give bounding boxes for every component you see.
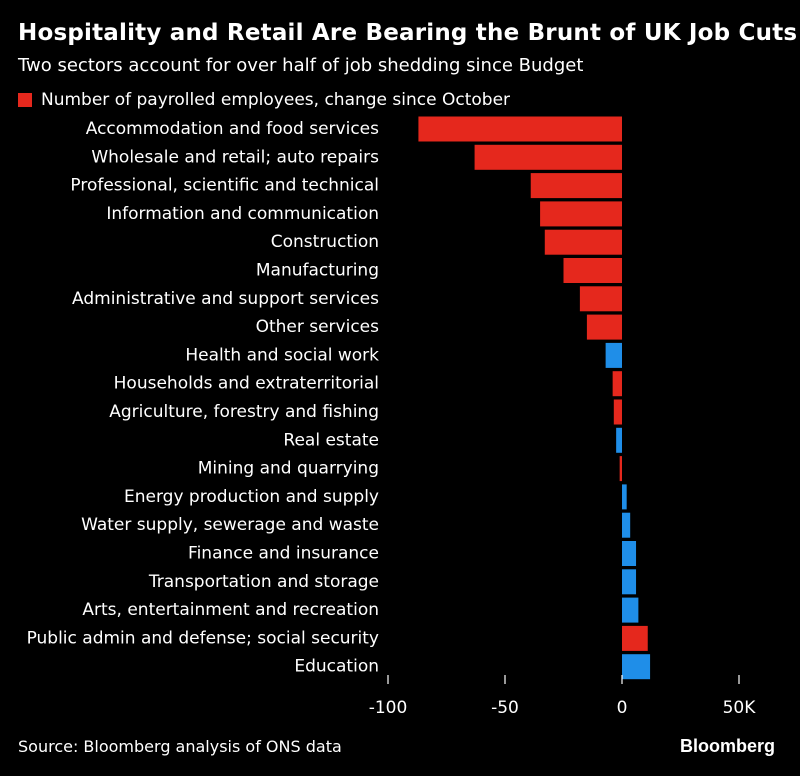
bar (622, 541, 637, 566)
bar (622, 597, 639, 623)
category-label: Other services (256, 317, 380, 337)
bar (605, 342, 622, 368)
category-label: Professional, scientific and technical (70, 176, 379, 196)
category-label: Education (294, 657, 379, 677)
category-label: Information and communication (106, 204, 379, 224)
category-label: Mining and quarrying (198, 459, 379, 479)
bar (530, 173, 622, 199)
x-tick-label: 0 (617, 698, 628, 718)
chart-title: Hospitality and Retail Are Bearing the B… (18, 20, 798, 46)
category-label: Households and extraterritorial (114, 374, 379, 394)
category-label: Transportation and storage (148, 572, 379, 592)
bar (622, 484, 627, 510)
legend-label: Number of payrolled employees, change si… (41, 90, 511, 110)
brand-logo: Bloomberg (679, 736, 775, 756)
bar (612, 371, 622, 397)
category-label: Construction (271, 232, 379, 252)
category-label: Accommodation and food services (86, 119, 379, 139)
category-label: Agriculture, forestry and fishing (109, 402, 379, 422)
category-label: Arts, entertainment and recreation (82, 600, 379, 620)
chart-subtitle: Two sectors account for over half of job… (18, 55, 584, 76)
legend-swatch (18, 93, 32, 107)
category-label: Health and social work (185, 345, 379, 365)
legend: Number of payrolled employees, change si… (18, 90, 510, 110)
category-label: Real estate (283, 430, 379, 450)
source-note: Source: Bloomberg analysis of ONS data (18, 737, 342, 756)
category-label: Wholesale and retail; auto repairs (91, 147, 379, 167)
bar (622, 569, 637, 595)
category-label: Public admin and defense; social securit… (27, 628, 379, 648)
bar (579, 286, 622, 312)
bar (474, 144, 622, 170)
x-tick-label: -50 (491, 698, 519, 718)
category-label: Administrative and support services (72, 289, 379, 309)
category-label: Finance and insurance (188, 544, 379, 564)
bar (622, 512, 631, 538)
bar (619, 456, 622, 482)
category-label: Water supply, sewerage and waste (81, 515, 379, 535)
bar (586, 314, 622, 340)
x-tick-label: -100 (369, 698, 408, 718)
bar (544, 229, 622, 255)
bar (540, 201, 622, 227)
bar (613, 399, 622, 425)
bar (616, 427, 622, 453)
category-label: Energy production and supply (124, 487, 379, 507)
category-label: Manufacturing (256, 261, 379, 281)
bar (622, 625, 648, 651)
bar (622, 654, 651, 680)
bar (418, 116, 622, 142)
bar (563, 258, 622, 283)
x-tick-label: 50K (723, 698, 757, 718)
